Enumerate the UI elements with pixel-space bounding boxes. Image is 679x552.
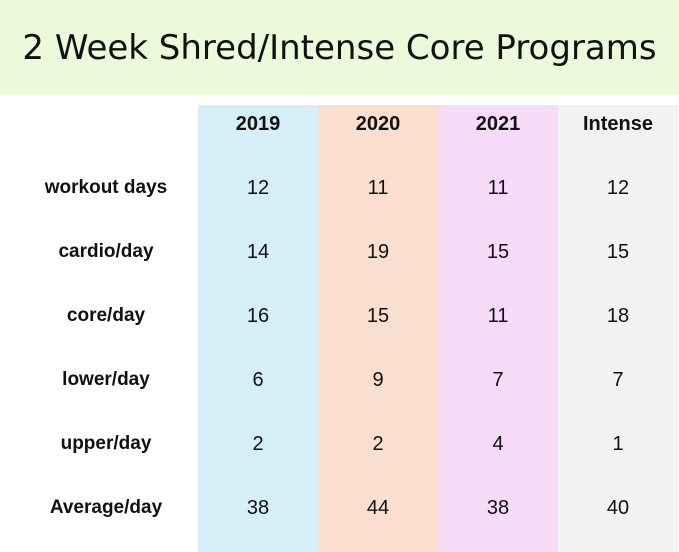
cell-upper-day-2021: 4 <box>492 432 504 455</box>
row-label-cardio-day: cardio/day <box>58 241 154 262</box>
cell-workout-days-2021: 11 <box>487 176 509 199</box>
cell-core-day-intense: 18 <box>606 304 630 327</box>
column-band-intense <box>558 105 678 552</box>
cell-lower-day-intense: 7 <box>612 368 624 391</box>
row-label-lower-day: lower/day <box>62 369 150 390</box>
cell-workout-days-2020: 11 <box>367 176 389 199</box>
column-header-intense: Intense <box>582 112 654 135</box>
row-label-workout-days: workout days <box>44 177 168 198</box>
row-label-core-day: core/day <box>66 305 146 326</box>
cell-core-day-2020: 15 <box>366 304 390 327</box>
title-banner: 2 Week Shred/Intense Core Programs <box>0 0 679 95</box>
cell-average-day-2019: 38 <box>246 496 270 519</box>
cell-workout-days-intense: 12 <box>606 176 630 199</box>
cell-core-day-2021: 11 <box>487 304 509 327</box>
row-label-average-day: Average/day <box>49 497 163 518</box>
cell-upper-day-2020: 2 <box>372 432 384 455</box>
cell-average-day-2021: 38 <box>486 496 510 519</box>
row-label-upper-day: upper/day <box>60 433 152 454</box>
column-header-2021: 2021 <box>475 112 521 135</box>
cell-lower-day-2021: 7 <box>492 368 504 391</box>
cell-core-day-2019: 16 <box>246 304 270 327</box>
column-band-2020 <box>318 105 438 552</box>
cell-upper-day-intense: 1 <box>612 432 624 455</box>
cell-lower-day-2019: 6 <box>252 368 264 391</box>
column-band-2021 <box>438 105 558 552</box>
cell-cardio-day-2019: 14 <box>246 240 270 263</box>
column-header-2020: 2020 <box>355 112 401 135</box>
cell-cardio-day-intense: 15 <box>606 240 630 263</box>
page-title: 2 Week Shred/Intense Core Programs <box>22 27 657 68</box>
column-header-2019: 2019 <box>235 112 281 135</box>
cell-cardio-day-2020: 19 <box>366 240 390 263</box>
cell-upper-day-2019: 2 <box>252 432 264 455</box>
column-band-2019 <box>198 105 318 552</box>
cell-average-day-2020: 44 <box>366 496 390 519</box>
cell-lower-day-2020: 9 <box>372 368 384 391</box>
cell-cardio-day-2021: 15 <box>486 240 510 263</box>
cell-workout-days-2019: 12 <box>246 176 270 199</box>
cell-average-day-intense: 40 <box>606 496 630 519</box>
